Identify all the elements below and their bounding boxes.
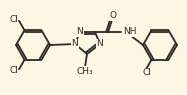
Text: N: N [72,40,78,49]
Text: CH₃: CH₃ [77,66,93,76]
Text: Cl: Cl [142,68,151,77]
Text: NH: NH [123,27,137,36]
Text: N: N [97,40,103,49]
Text: Cl: Cl [9,66,18,75]
Text: O: O [110,11,117,21]
Text: N: N [77,27,83,36]
Text: Cl: Cl [9,15,18,24]
